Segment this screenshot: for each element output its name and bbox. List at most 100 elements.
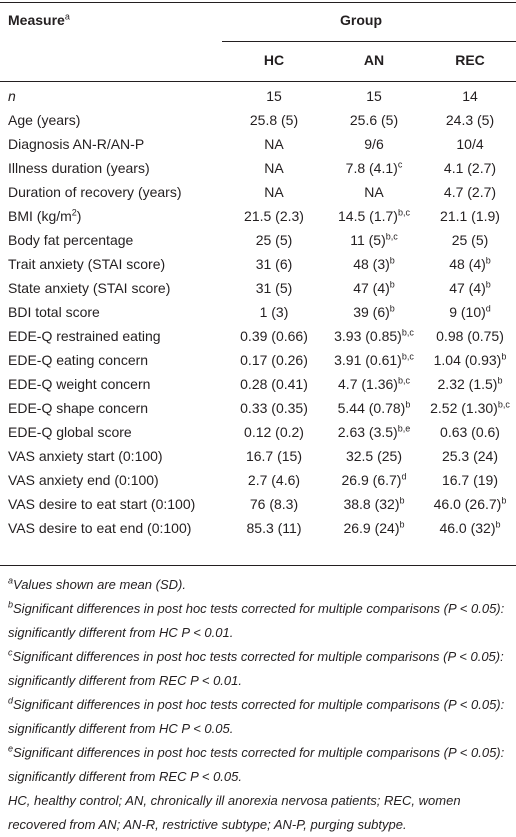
cell-measure: EDE-Q shape concern: [8, 400, 149, 416]
cell-measure: EDE-Q weight concern: [8, 376, 151, 392]
cell-measure: Body fat percentage: [8, 232, 134, 248]
table-row: VAS desire to eat start (0:100) 76 (8.3) 3…: [0, 492, 516, 516]
cell-rec: 25 (5): [451, 232, 489, 248]
header-bottom-rule: [0, 81, 516, 82]
footnote-e: eSignificant differences in post hoc tes…: [8, 743, 505, 784]
cell-hc: NA: [264, 160, 284, 176]
cell-hc: 0.39 (0.66): [240, 328, 308, 344]
footnote-a: aValues shown are mean (SD).: [8, 575, 186, 592]
cell-rec: 16.7 (19): [441, 472, 499, 488]
column-header-an: AN: [363, 52, 385, 68]
table-row: Diagnosis AN-R/AN-P NA 9/6 10/4: [0, 132, 516, 156]
table-row: Body fat percentage 25 (5) 11 (5)b,c 25 (5): [0, 228, 516, 252]
table-row: n 15 15 14: [0, 84, 516, 108]
cell-hc: NA: [264, 184, 284, 200]
cell-an: 25.6 (5): [349, 112, 399, 128]
cell-an: 15: [366, 88, 382, 104]
table-row: VAS anxiety end (0:100) 2.7 (4.6) 26.9 (6.…: [0, 468, 516, 492]
cell-rec: 4.1 (2.7): [443, 160, 497, 176]
cell-measure: EDE-Q global score: [8, 424, 132, 440]
cell-an: 32.5 (25): [345, 448, 403, 464]
table-row: Illness duration (years) NA 7.8 (4.1)c 4.1 …: [0, 156, 516, 180]
cell-hc: 21.5 (2.3): [244, 208, 304, 224]
cell-measure: EDE-Q eating concern: [8, 352, 149, 368]
cell-rec: 9 (10)d: [449, 303, 491, 320]
measure-header-label: Measure: [8, 12, 65, 28]
table-row: EDE-Q shape concern 0.33 (0.35) 5.44 (0.78…: [0, 396, 516, 420]
table-row: EDE-Q restrained eating 0.39 (0.66) 3.93 (…: [0, 324, 516, 348]
cell-hc: 1 (3): [259, 304, 289, 320]
cell-an: 14.5 (1.7)b,c: [338, 207, 410, 224]
cell-rec: 0.63 (0.6): [440, 424, 500, 440]
cell-rec: 46.0 (26.7)b: [433, 495, 507, 512]
cell-hc: NA: [264, 136, 284, 152]
cell-rec: 46.0 (32)b: [439, 519, 501, 536]
footnote-d: dSignificant differences in post hoc tes…: [8, 695, 505, 736]
table-row: EDE-Q eating concern 0.17 (0.26) 3.91 (0.6…: [0, 348, 516, 372]
group-rule: [222, 41, 516, 42]
cell-an: 7.8 (4.1)c: [345, 159, 403, 176]
measure-header-footnote: a: [64, 11, 70, 22]
cell-an: 38.8 (32)b: [343, 495, 405, 512]
table-row: EDE-Q global score 0.12 (0.2) 2.63 (3.5)b,…: [0, 420, 516, 444]
cell-measure: EDE-Q restrained eating: [8, 328, 161, 344]
cell-measure: VAS desire to eat start (0:100): [8, 496, 196, 512]
footnote-c: cSignificant differences in post hoc tes…: [8, 647, 504, 688]
cell-rec: 2.52 (1.30)b,c: [430, 399, 510, 416]
table-row: BMI (kg/m2) 21.5 (2.3) 14.5 (1.7)b,c 21.1 (…: [0, 204, 516, 228]
cell-hc: 25.8 (5): [249, 112, 299, 128]
cell-measure: BDI total score: [8, 304, 100, 320]
cell-an: 47 (4)b: [353, 279, 395, 296]
cell-an: 9/6: [364, 136, 384, 152]
cell-hc: 25 (5): [255, 232, 293, 248]
footnote-abbreviations: HC, healthy control; AN, chronically ill…: [8, 793, 461, 832]
cell-hc: 0.12 (0.2): [244, 424, 304, 440]
cell-hc: 85.3 (11): [246, 520, 302, 536]
table-row: State anxiety (STAI score) 31 (5) 47 (4)b 4…: [0, 276, 516, 300]
cell-an: 2.63 (3.5)b,e: [337, 423, 411, 440]
cell-measure: VAS anxiety start (0:100): [8, 448, 163, 464]
cell-hc: 0.33 (0.35): [240, 400, 308, 416]
table-row: Duration of recovery (years) NA NA 4.7 (2.7…: [0, 180, 516, 204]
cell-an: 26.9 (6.7)d: [341, 471, 407, 488]
cell-measure: BMI (kg/m2): [8, 207, 82, 224]
cell-an: 3.91 (0.61)b,c: [334, 351, 414, 368]
cell-hc: 2.7 (4.6): [247, 472, 301, 488]
cell-rec: 1.04 (0.93)b: [433, 351, 507, 368]
cell-an: 39 (6)b: [353, 303, 395, 320]
cell-hc: 31 (6): [255, 256, 293, 272]
table-row: VAS desire to eat end (0:100) 85.3 (11) 26…: [0, 516, 516, 540]
cell-hc: 31 (5): [255, 280, 293, 296]
cell-rec: 14: [462, 88, 478, 104]
cell-an: 48 (3)b: [353, 255, 395, 272]
cell-hc: 15: [266, 88, 282, 104]
cell-rec: 4.7 (2.7): [443, 184, 497, 200]
cell-measure: Age (years): [8, 112, 81, 128]
cell-measure: Trait anxiety (STAI score): [8, 256, 166, 272]
cell-rec: 25.3 (24): [441, 448, 499, 464]
group-header: Group: [340, 12, 382, 28]
cell-rec: 10/4: [456, 136, 484, 152]
cell-rec: 47 (4)b: [449, 279, 491, 296]
table-row: Age (years) 25.8 (5) 25.6 (5) 24.3 (5): [0, 108, 516, 132]
table-row: Trait anxiety (STAI score) 31 (6) 48 (3)b 4…: [0, 252, 516, 276]
cell-measure: Diagnosis AN-R/AN-P: [8, 136, 145, 152]
cell-rec: 21.1 (1.9): [440, 208, 500, 224]
cell-measure: VAS anxiety end (0:100): [8, 472, 159, 488]
cell-an: 3.93 (0.85)b,c: [334, 327, 414, 344]
cell-measure: State anxiety (STAI score): [8, 280, 171, 296]
cell-hc: 0.28 (0.41): [240, 376, 308, 392]
footnote-b: bSignificant differences in post hoc tes…: [8, 599, 505, 640]
column-header-rec: REC: [455, 52, 485, 68]
cell-an: 26.9 (24)b: [343, 519, 405, 536]
cell-hc: 16.7 (15): [245, 448, 303, 464]
cell-rec: 2.32 (1.5)b: [437, 375, 503, 392]
cell-an: 11 (5)b,c: [350, 231, 398, 248]
cell-measure: n: [8, 88, 16, 104]
cell-measure: Duration of recovery (years): [8, 184, 182, 200]
measure-header: Measurea: [8, 12, 70, 28]
cell-measure: VAS desire to eat end (0:100): [8, 520, 192, 536]
table-row: VAS anxiety start (0:100) 16.7 (15) 32.5 (…: [0, 444, 516, 468]
column-header-hc: HC: [263, 52, 285, 68]
